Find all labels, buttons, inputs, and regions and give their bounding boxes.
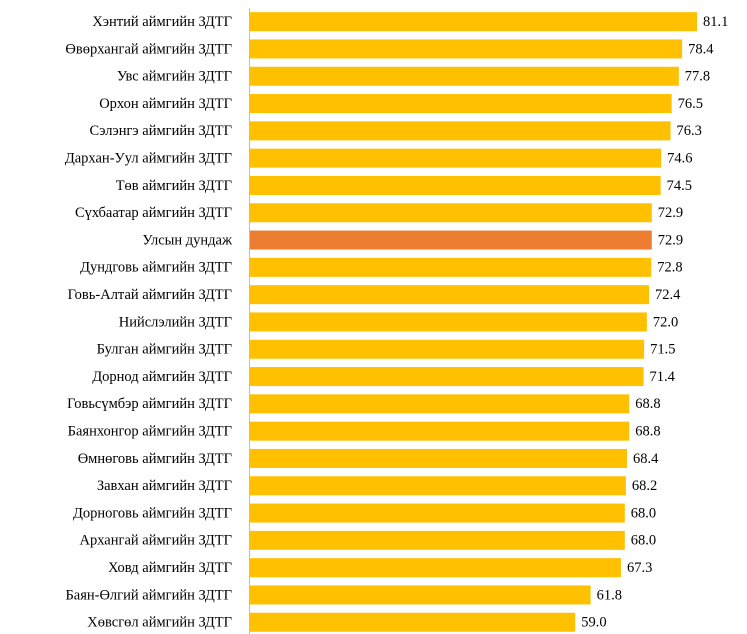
value-label: 81.1 (703, 14, 728, 30)
bar (250, 39, 683, 59)
value-label: 68.4 (633, 451, 659, 467)
value-label: 61.8 (597, 587, 622, 603)
value-label: 76.5 (678, 96, 703, 112)
category-label: Архангай аймгийн ЗДТГ (80, 533, 232, 549)
bar (250, 421, 630, 441)
value-label: 67.3 (627, 560, 652, 576)
bar (250, 12, 697, 32)
bar (250, 312, 647, 332)
bar (250, 585, 591, 605)
value-label: 76.3 (677, 123, 702, 139)
category-label: Төв аймгийн ЗДТГ (116, 178, 232, 194)
bar (250, 503, 625, 523)
category-label: Хэнтий аймгийн ЗДТГ (92, 14, 232, 30)
category-label: Сэлэнгэ аймгийн ЗДТГ (89, 123, 232, 139)
category-label: Дархан-Уул аймгийн ЗДТГ (65, 150, 232, 166)
category-label: Ховд аймгийн ЗДТГ (108, 560, 232, 576)
value-label: 74.6 (667, 150, 692, 166)
category-label: Дорнод аймгийн ЗДТГ (92, 369, 232, 385)
value-label: 68.8 (635, 423, 660, 439)
value-label: 77.8 (685, 69, 710, 85)
category-label: Булган аймгийн ЗДТГ (97, 342, 232, 358)
category-label: Дундговь аймгийн ЗДТГ (80, 260, 232, 276)
category-label: Баянхонгор аймгийн ЗДТГ (68, 423, 232, 439)
value-label: 71.4 (650, 369, 676, 385)
bar (250, 203, 652, 223)
category-label: Баян-Өлгий аймгийн ЗДТГ (65, 587, 232, 603)
category-label: Өвөрхангай аймгийн ЗДТГ (65, 41, 232, 57)
category-label: Өмнөговь аймгийн ЗДТГ (78, 451, 232, 467)
bar (250, 448, 628, 468)
bar (250, 121, 671, 141)
value-label: 72.8 (657, 260, 682, 276)
value-label: 68.0 (631, 505, 656, 521)
value-label: 68.8 (635, 396, 660, 412)
value-label: 59.0 (581, 615, 606, 631)
category-label: Дорноговь аймгийн ЗДТГ (73, 505, 232, 521)
value-label: 72.4 (655, 287, 681, 303)
bar (250, 66, 679, 86)
category-label: Хөвсгөл аймгийн ЗДТГ (87, 615, 232, 631)
bar (250, 530, 625, 550)
value-label: 71.5 (650, 342, 675, 358)
value-label: 72.9 (658, 205, 683, 221)
value-label: 74.5 (667, 178, 692, 194)
bar (250, 367, 644, 387)
category-label: Говь-Алтай аймгийн ЗДТГ (68, 287, 232, 303)
category-label: Увс аймгийн ЗДТГ (117, 69, 232, 85)
category-label: Завхан аймгийн ЗДТГ (97, 478, 232, 494)
value-label: 78.4 (688, 41, 714, 57)
value-label: 68.2 (632, 478, 657, 494)
bar (250, 94, 672, 114)
category-label: Сүхбаатар аймгийн ЗДТГ (75, 205, 232, 221)
bar (250, 476, 626, 496)
category-label: Нийслэлийн ЗДТГ (119, 314, 232, 330)
bar (250, 257, 652, 277)
bar (250, 285, 650, 305)
bar (250, 558, 621, 578)
category-label: Улсын дундаж (142, 232, 233, 248)
bar (250, 148, 662, 168)
category-label: Говьсүмбэр аймгийн ЗДТГ (67, 396, 232, 412)
bar (250, 612, 576, 632)
value-label: 72.9 (658, 232, 683, 248)
value-label: 68.0 (631, 533, 656, 549)
category-label: Орхон аймгийн ЗДТГ (99, 96, 232, 112)
bar (250, 175, 661, 195)
bar (250, 339, 645, 359)
bar (250, 394, 630, 414)
bar (250, 230, 652, 250)
value-label: 72.0 (653, 314, 678, 330)
